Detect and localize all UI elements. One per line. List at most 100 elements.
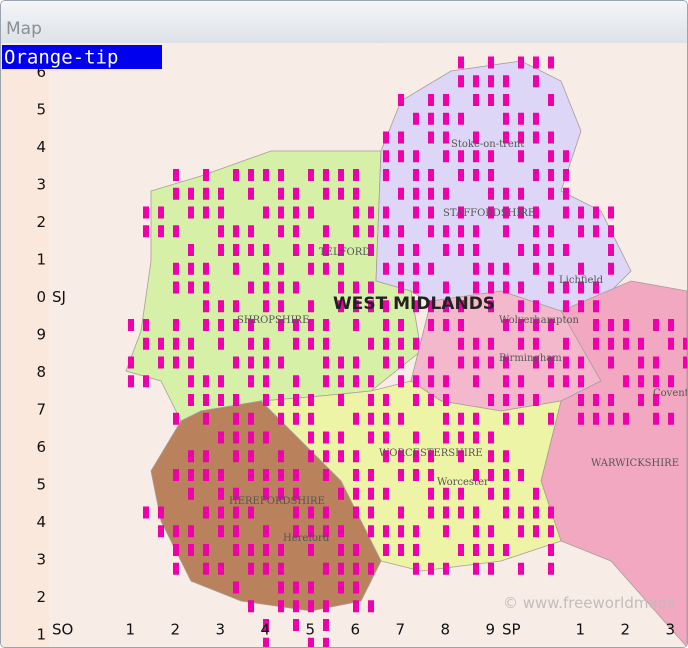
- record: [218, 506, 224, 519]
- species-highlight: [2, 45, 162, 69]
- record: [413, 187, 419, 200]
- record: [563, 244, 569, 256]
- record: [233, 544, 239, 556]
- record: [248, 469, 254, 481]
- record: [173, 281, 179, 294]
- record: [518, 244, 524, 256]
- record: [368, 375, 374, 388]
- column-label: 2: [170, 620, 180, 638]
- column-label: 9: [485, 620, 495, 638]
- square-label: SO: [52, 620, 73, 638]
- species-name: Orange-tip: [4, 47, 118, 69]
- record: [233, 244, 239, 256]
- record: [503, 187, 509, 200]
- record: [173, 319, 179, 331]
- row-label: 1: [36, 250, 46, 268]
- record: [503, 262, 509, 275]
- record: [458, 450, 464, 463]
- record: [248, 356, 254, 369]
- record: [503, 225, 509, 238]
- record: [548, 262, 554, 275]
- record: [263, 281, 269, 294]
- record: [323, 375, 329, 388]
- record: [173, 412, 179, 425]
- record: [158, 356, 164, 369]
- record: [278, 487, 284, 500]
- record: [518, 319, 524, 331]
- record: [533, 525, 539, 538]
- record: [203, 281, 209, 294]
- record: [413, 562, 419, 575]
- record: [263, 637, 269, 647]
- record: [293, 375, 299, 388]
- record: [383, 131, 389, 144]
- record: [233, 412, 239, 425]
- record: [488, 525, 494, 538]
- record: [638, 356, 644, 369]
- record: [293, 469, 299, 481]
- record: [533, 337, 539, 350]
- record: [383, 450, 389, 463]
- record: [398, 469, 404, 481]
- record: [233, 581, 239, 594]
- record: [458, 506, 464, 519]
- record: [503, 450, 509, 463]
- record: [488, 394, 494, 406]
- record: [458, 225, 464, 238]
- record: [533, 206, 539, 219]
- record: [323, 337, 329, 350]
- record: [218, 394, 224, 406]
- title-bar: Map: [1, 1, 687, 43]
- record: [578, 356, 584, 369]
- record: [323, 600, 329, 613]
- record: [533, 225, 539, 238]
- square-label: SJ: [52, 288, 66, 306]
- column-label: 3: [665, 620, 675, 638]
- record: [218, 431, 224, 444]
- record: [203, 450, 209, 463]
- record: [203, 169, 209, 181]
- record: [503, 375, 509, 388]
- record: [203, 262, 209, 275]
- record: [293, 394, 299, 406]
- record: [518, 375, 524, 388]
- record: [398, 131, 404, 144]
- record: [608, 319, 614, 331]
- warwickshire: [540, 280, 687, 647]
- record: [488, 450, 494, 463]
- record: [428, 225, 434, 238]
- record: [413, 544, 419, 556]
- record: [683, 356, 687, 369]
- record: [368, 506, 374, 519]
- record: [308, 244, 314, 256]
- record: [173, 169, 179, 181]
- record: [413, 112, 419, 125]
- record: [563, 206, 569, 219]
- record: [173, 469, 179, 481]
- record: [263, 244, 269, 256]
- record: [458, 75, 464, 88]
- record: [503, 131, 509, 144]
- record: [443, 225, 449, 238]
- record: [428, 94, 434, 106]
- record: [548, 506, 554, 519]
- record: [548, 544, 554, 556]
- record: [458, 319, 464, 331]
- record: [593, 300, 599, 313]
- record: [278, 562, 284, 575]
- record: [203, 319, 209, 331]
- record: [263, 431, 269, 444]
- record: [518, 281, 524, 294]
- record: [548, 56, 554, 69]
- record: [368, 281, 374, 294]
- record: [308, 600, 314, 613]
- record: [383, 150, 389, 163]
- record: [308, 544, 314, 556]
- record: [428, 375, 434, 388]
- record: [593, 225, 599, 238]
- record: [263, 262, 269, 275]
- place-label: STAFFORDSHIRE: [443, 208, 535, 219]
- record: [578, 394, 584, 406]
- record: [623, 319, 629, 331]
